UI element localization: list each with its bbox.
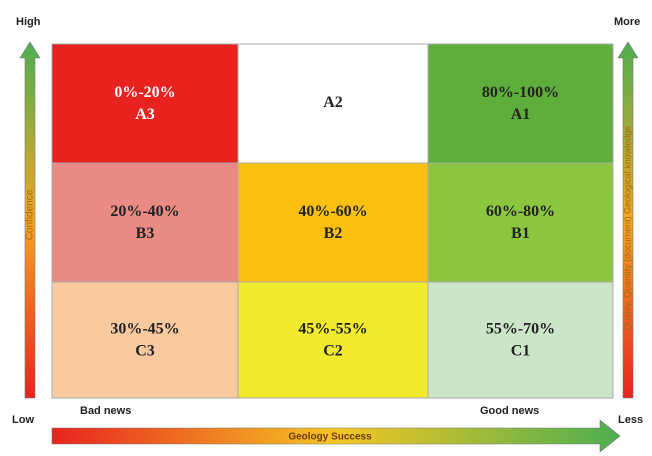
- cell: [237, 281, 429, 399]
- cell-range: 40%-60%: [298, 203, 367, 220]
- matrix-grid: 0%-20% A3 A2 80%-100% A1 20%-40% B3 40%-60% B2 60…: [51, 43, 614, 399]
- cell-range: 0%-20%: [114, 84, 175, 101]
- good-news-label: Good news: [480, 405, 539, 417]
- cell: [51, 281, 239, 399]
- cell-code: A2: [323, 94, 343, 111]
- right-bottom-label: Less: [618, 414, 643, 426]
- cell-code: A1: [511, 106, 531, 123]
- cell: [237, 162, 429, 283]
- cell: [427, 43, 614, 164]
- cell: [427, 281, 614, 399]
- cell-range: 55%-70%: [486, 321, 555, 338]
- left-axis-label: Confidence: [25, 189, 36, 240]
- cell-range: 30%-45%: [110, 321, 179, 338]
- right-top-label: More: [614, 16, 640, 28]
- cell-range: 20%-40%: [110, 203, 179, 220]
- success-arrow: [51, 419, 621, 453]
- cell: [427, 162, 614, 283]
- cell: [237, 43, 429, 164]
- cell-code: B1: [511, 225, 530, 242]
- cell-range: 60%-80%: [486, 203, 555, 220]
- cell-range: 45%-55%: [298, 321, 367, 338]
- cell-code: C3: [135, 343, 155, 360]
- cell-code: A3: [135, 106, 155, 123]
- left-top-label: High: [16, 16, 41, 28]
- cell-range: 80%-100%: [482, 84, 559, 101]
- confidence-arrow: [19, 41, 41, 399]
- cell: [51, 43, 239, 164]
- cell: [51, 162, 239, 283]
- left-bottom-label: Low: [12, 414, 34, 426]
- cell-code: C1: [511, 343, 531, 360]
- cell-code: B3: [136, 225, 155, 242]
- bad-news-label: Bad news: [80, 405, 131, 417]
- knowledge-arrow: [617, 41, 639, 399]
- bottom-axis-label: Geology Success: [288, 432, 372, 443]
- cell-code: B2: [324, 225, 343, 242]
- cell-code: C2: [323, 343, 343, 360]
- right-axis-label: Quality, Quantity (document) Geological …: [622, 126, 632, 330]
